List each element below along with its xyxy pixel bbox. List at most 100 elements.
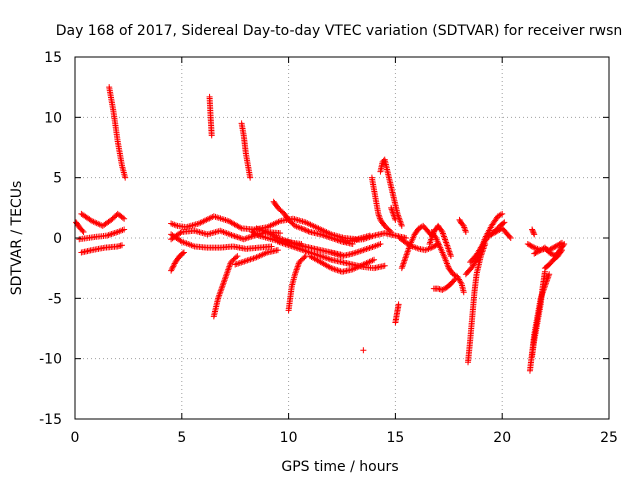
data-point	[303, 248, 310, 255]
data-point	[406, 241, 413, 248]
data-point	[200, 218, 207, 225]
data-point	[204, 216, 211, 223]
data-point	[304, 227, 311, 234]
data-point	[245, 256, 252, 263]
data-point	[451, 277, 458, 284]
y-tick-label: 10	[44, 110, 62, 126]
y-tick-label: -15	[39, 412, 62, 428]
data-point	[527, 242, 534, 249]
data-point	[177, 229, 184, 236]
data-point	[203, 216, 210, 223]
data-point	[314, 252, 321, 259]
data-point	[361, 246, 368, 253]
data-point	[531, 231, 538, 238]
data-point	[325, 255, 332, 262]
data-point	[170, 263, 177, 270]
data-point	[323, 255, 330, 262]
data-point	[482, 241, 489, 248]
data-point	[388, 228, 395, 235]
data-point	[381, 262, 388, 269]
data-point	[168, 266, 175, 273]
data-point	[398, 222, 405, 229]
x-tick-labels: 0 5 10 15 20 25	[71, 430, 618, 446]
data-point	[500, 220, 507, 227]
data-point	[547, 250, 554, 257]
data-point	[369, 233, 376, 240]
data-point	[357, 248, 364, 255]
data-point	[499, 210, 506, 217]
data-point	[180, 249, 187, 256]
data-point	[438, 227, 445, 234]
data-point	[349, 250, 356, 257]
data-point	[168, 267, 175, 274]
data-point	[118, 242, 125, 249]
data-point	[107, 231, 114, 238]
data-point	[253, 231, 260, 238]
data-point	[431, 243, 438, 250]
data-point	[526, 241, 533, 248]
data-point	[319, 231, 326, 238]
data-point	[237, 235, 244, 242]
data-point	[561, 241, 568, 248]
data-point	[366, 234, 373, 241]
data-point	[546, 249, 553, 256]
data-point	[319, 253, 326, 260]
data-point	[320, 254, 327, 261]
data-point	[274, 247, 281, 254]
data-point	[364, 245, 371, 252]
data-point	[242, 235, 249, 242]
data-point	[245, 234, 252, 241]
data-point	[121, 215, 128, 222]
data-point	[403, 239, 410, 246]
data-point	[530, 230, 537, 237]
data-point	[322, 254, 329, 261]
data-point	[524, 241, 531, 248]
data-point	[305, 248, 312, 255]
x-tick-label: 25	[600, 430, 618, 446]
data-point	[533, 249, 540, 256]
data-point	[462, 228, 469, 235]
data-point	[559, 247, 566, 254]
data-point	[240, 236, 247, 243]
data-point	[170, 261, 177, 268]
data-point	[237, 224, 244, 231]
data-point	[432, 242, 439, 249]
x-tick-label: 5	[177, 430, 186, 446]
data-point	[528, 243, 535, 250]
y-tick-label: -10	[39, 352, 62, 368]
data-point	[531, 250, 538, 257]
data-point	[355, 248, 362, 255]
data-point	[395, 301, 402, 308]
data-point	[491, 229, 498, 236]
data-point	[408, 242, 415, 249]
data-point	[507, 235, 514, 241]
data-point	[316, 252, 323, 259]
data-point	[244, 257, 251, 264]
data-point	[299, 225, 306, 232]
data-point	[558, 248, 565, 255]
data-point	[246, 234, 253, 241]
data-point	[169, 264, 176, 271]
y-tick-label: 15	[44, 50, 62, 66]
data-point	[552, 243, 559, 250]
data-point	[404, 240, 411, 247]
data-point	[302, 247, 309, 254]
y-tick-labels: -15 -10 -5 0 5 10 15	[39, 50, 62, 428]
x-axis-label: GPS time / hours	[281, 459, 398, 475]
data-point	[497, 211, 504, 218]
data-point	[234, 253, 241, 260]
data-point	[354, 249, 361, 256]
data-point	[122, 174, 129, 181]
data-point	[105, 232, 112, 239]
data-point	[560, 242, 567, 249]
data-point	[447, 253, 454, 260]
data-point	[546, 271, 553, 278]
data-point	[334, 267, 341, 274]
data-point	[238, 259, 245, 266]
data-point	[234, 234, 241, 241]
data-point	[377, 241, 384, 248]
data-point	[548, 245, 555, 252]
data-point	[328, 249, 335, 256]
data-point	[242, 257, 249, 264]
